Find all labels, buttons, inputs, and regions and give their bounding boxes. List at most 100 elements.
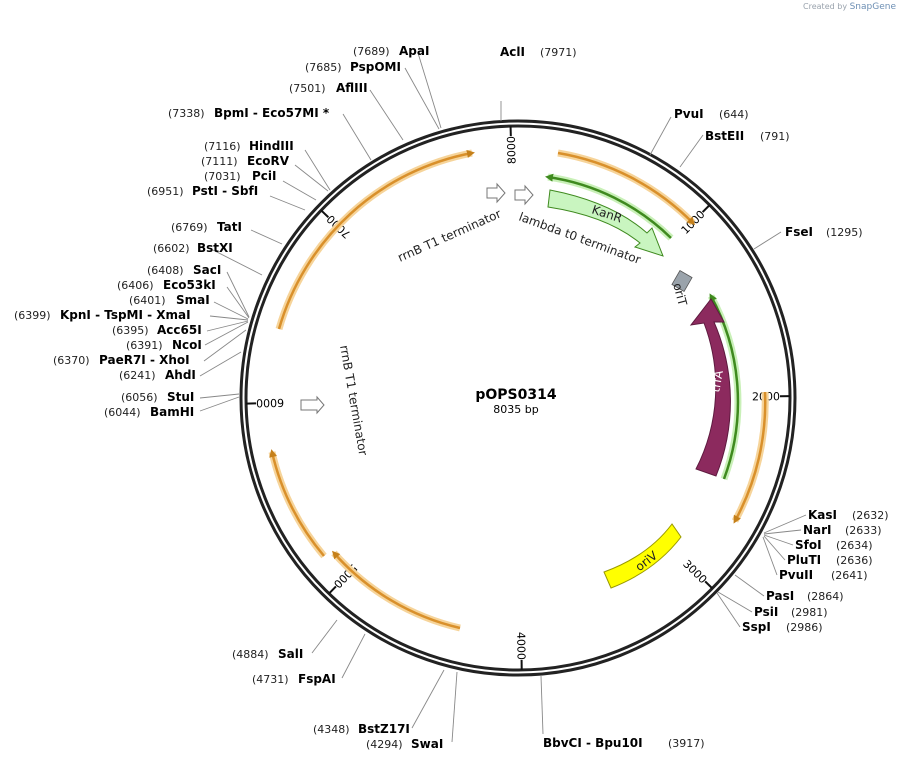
site-tati-pos: (6769) — [171, 221, 208, 234]
terminator-lambda-arrow — [514, 184, 534, 206]
site-leaders — [199, 52, 807, 743]
leader-hindiii — [304, 149, 331, 191]
leader-smai — [213, 301, 249, 320]
site-fsei-pos: (1295) — [826, 226, 863, 239]
site-apai-name: ApaI — [399, 44, 429, 58]
site-psii-pos: (2981) — [791, 606, 828, 619]
site-bsteii-name: BstEII — [705, 129, 744, 143]
leader-bstz17i — [411, 669, 445, 729]
site-pluti-pos: (2636) — [836, 554, 873, 567]
rrnb-top-label: rrnB T1 terminator — [396, 207, 504, 265]
site-afliii-name: AflIII — [336, 81, 368, 95]
site-sspi-name: SspI — [742, 620, 771, 634]
site-sali-name: SalI — [278, 647, 303, 661]
site-fspai-pos: (4731) — [252, 673, 289, 686]
site-smai-name: SmaI — [176, 293, 210, 307]
leader-swai — [451, 671, 458, 743]
orit-feature — [671, 270, 693, 292]
leader-fsei — [753, 231, 782, 250]
leader-sfoi — [763, 534, 794, 546]
site-afliii-pos: (7501) — [289, 82, 326, 95]
leader-apai — [417, 52, 442, 129]
backbone-outer — [239, 119, 797, 677]
leader-saci — [226, 271, 250, 318]
leader-acc65i — [206, 320, 249, 332]
site-acc65i-name: Acc65I — [157, 323, 202, 337]
scale-tick-3000 — [704, 580, 713, 590]
site-bbvci-name: BbvCI - Bpu10I — [543, 736, 643, 750]
orf-arc-lower-left-core — [332, 550, 461, 630]
site-fsei-name: FseI — [785, 225, 813, 239]
site-stui-pos: (6056) — [121, 391, 158, 404]
leader-ahdi — [199, 351, 242, 377]
site-eco53ki-name: Eco53kI — [163, 278, 216, 292]
site-fspai-name: FspAI — [298, 672, 336, 686]
site-kpni-pos: (6399) — [14, 309, 51, 322]
scale-tick-5000 — [328, 585, 337, 595]
site-pspomi-name: PspOMI — [350, 60, 401, 74]
leader-pluti — [763, 535, 786, 561]
backbone-inner — [244, 124, 792, 672]
leader-bamhi — [199, 396, 240, 412]
leader-pspomi — [404, 67, 440, 130]
leader-kasi — [763, 514, 807, 534]
site-xhoi-pos: (6370) — [53, 354, 90, 367]
leader-bstxi — [212, 249, 263, 276]
site-xhoi-name: PaeR7I - XhoI — [99, 353, 190, 367]
plasmid-name: pOPS0314 — [475, 387, 556, 403]
site-ahdi-name: AhdI — [165, 368, 196, 382]
site-bamhi-pos: (6044) — [104, 406, 141, 419]
site-kpni-name: KpnI - TspMI - XmaI — [60, 308, 191, 322]
orf-arcs — [268, 149, 769, 632]
site-hindiii-name: HindIII — [249, 139, 294, 153]
rrnb-left-label: rrnB T1 terminator — [337, 344, 370, 456]
site-eco53ki-pos: (6406) — [117, 279, 154, 292]
site-pvuii-pos: (2641) — [831, 569, 868, 582]
site-sali-pos: (4884) — [232, 648, 269, 661]
leader-ecorv — [294, 164, 329, 192]
site-smai-pos: (6401) — [129, 294, 166, 307]
leader-stui — [199, 393, 240, 399]
site-bamhi-name: BamHI — [150, 405, 194, 419]
leader-xhoi — [203, 329, 247, 362]
site-bstz17i-pos: (4348) — [313, 723, 350, 736]
site-bpmi-name: BpmI - Eco57MI * — [214, 106, 330, 120]
site-tati-name: TatI — [217, 220, 242, 234]
trfa-feature — [689, 298, 731, 477]
snapgene-credit: Created by SnapGene — [803, 2, 896, 12]
site-swai-name: SwaI — [411, 737, 443, 751]
site-acli-name: AclI — [500, 45, 525, 59]
leader-eco53ki — [226, 286, 250, 319]
site-saci-pos: (6408) — [147, 264, 184, 277]
site-ncoi-name: NcoI — [172, 338, 202, 352]
leader-pvuii — [762, 536, 778, 576]
site-pcii-name: PciI — [252, 169, 277, 183]
orf-arc-right-core — [733, 391, 767, 524]
plasmid-size: 8035 bp — [493, 403, 538, 416]
site-ahdi-pos: (6241) — [119, 369, 156, 382]
site-hindiii-pos: (7116) — [204, 140, 241, 153]
leader-psti — [269, 195, 306, 211]
leader-nari — [763, 529, 802, 535]
site-saci-name: SacI — [193, 263, 221, 277]
site-bbvci-pos: (3917) — [668, 737, 705, 750]
site-labels: (7971) AclI (7689) ApaI (7685) PspOMI (7… — [14, 44, 889, 751]
leader-afliii — [369, 89, 404, 141]
site-pvui-pos: (644) — [719, 108, 749, 121]
leader-pvui — [649, 116, 672, 156]
leader-tati — [250, 229, 283, 245]
site-ecorv-pos: (7111) — [201, 155, 238, 168]
site-pasi-name: PasI — [766, 589, 794, 603]
orit-label: oriT — [670, 282, 690, 308]
site-kasi-name: KasI — [808, 508, 837, 522]
leader-bbvci — [540, 675, 544, 735]
site-psti-pos: (6951) — [147, 185, 184, 198]
kanr-feature — [547, 189, 664, 257]
site-ncoi-pos: (6391) — [126, 339, 163, 352]
scale-tick-7000 — [320, 209, 330, 218]
oriv-feature — [603, 523, 682, 589]
site-sfoi-name: SfoI — [795, 538, 822, 552]
site-psii-name: PsiI — [754, 605, 778, 619]
